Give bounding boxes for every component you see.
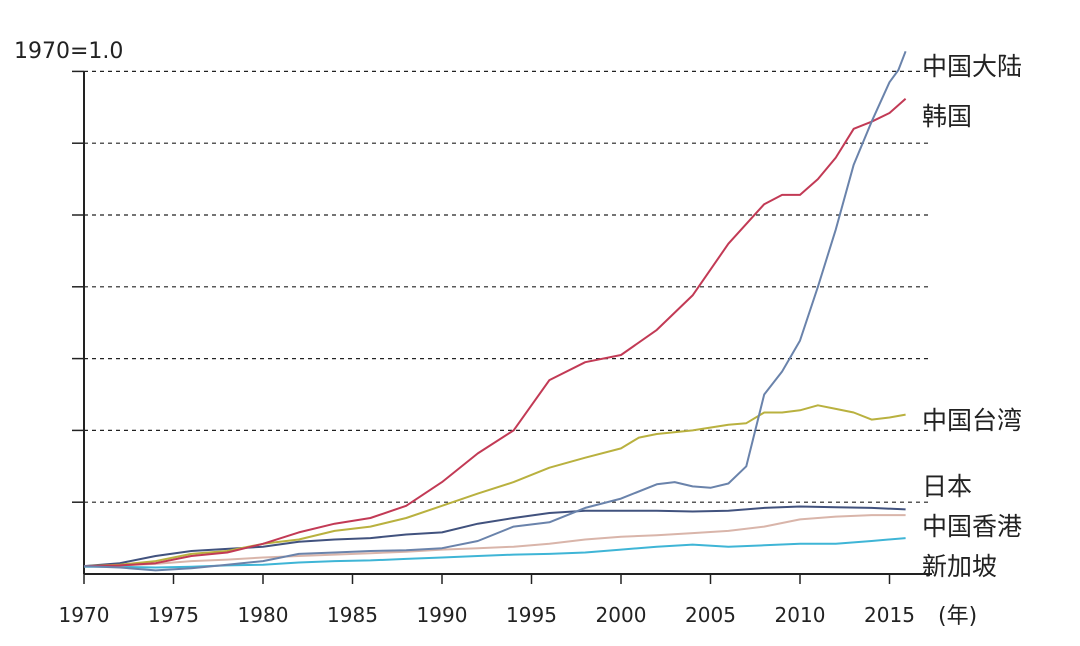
x-tick-label: 1970 (59, 603, 110, 627)
x-tick-label: 2000 (596, 603, 647, 627)
x-tick-label: 1975 (148, 603, 199, 627)
x-tick-label: 1990 (417, 603, 468, 627)
x-tick-label: 2005 (685, 603, 736, 627)
series-label-中国大陆: 中国大陆 (922, 52, 1022, 81)
x-tick-label: 2010 (775, 603, 826, 627)
axes (83, 71, 932, 575)
x-axis-ticks: 1970 1975 1980 1985 1990 1995 2000 2005 2010 2015 (59, 574, 915, 627)
y-unit-label: 1970=1.0 (14, 39, 123, 64)
x-tick-label: 1995 (506, 603, 557, 627)
series-label-中国台湾: 中国台湾 (922, 406, 1022, 435)
x-tick-label: 1985 (327, 603, 378, 627)
x-axis-label: (年) (938, 604, 977, 629)
series-line-中国香港 (83, 514, 906, 568)
series-label-中国香港: 中国香港 (922, 512, 1022, 541)
series-lines (83, 50, 907, 572)
series-line-中国大陆 (83, 50, 907, 572)
x-tick-label: 1980 (238, 603, 289, 627)
gridlines (84, 70, 932, 503)
x-tick-label: 2015 (864, 603, 915, 627)
series-label-韩国: 韩国 (922, 102, 972, 131)
series-line-日本 (83, 505, 906, 568)
series-line-中国台湾 (83, 404, 906, 568)
series-label-新加坡: 新加坡 (922, 552, 997, 581)
series-label-日本: 日本 (922, 472, 972, 501)
y-axis-ticks (72, 70, 84, 503)
series-line-韩国 (83, 97, 907, 568)
